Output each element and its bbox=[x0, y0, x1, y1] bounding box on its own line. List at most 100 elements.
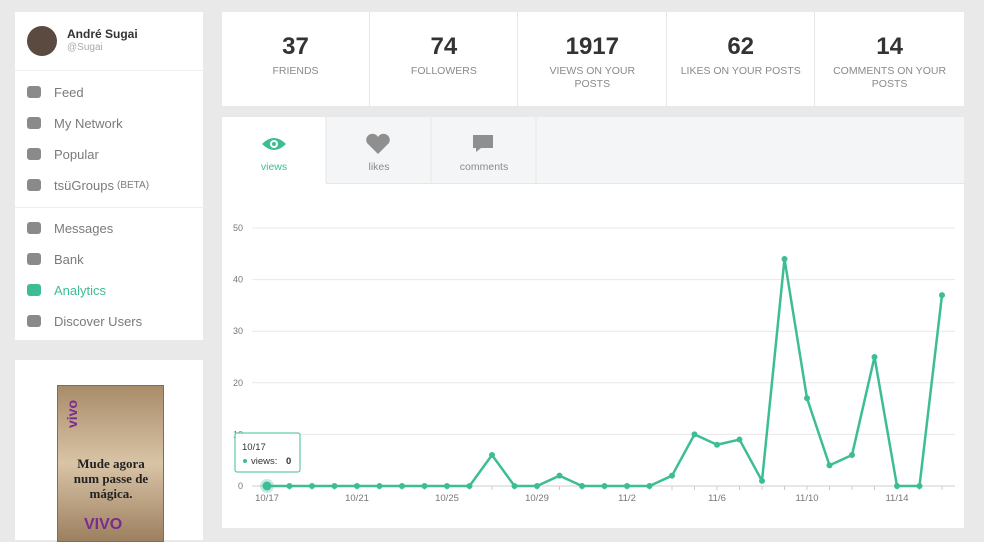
ad-banner[interactable]: vivo Mude agora num passe de mágica. VIV… bbox=[57, 385, 164, 542]
point bbox=[354, 483, 360, 489]
point bbox=[556, 472, 563, 479]
stat[interactable]: 14 COMMENTS ON YOUR POSTS bbox=[816, 12, 964, 106]
nav-label: My Network bbox=[54, 115, 123, 131]
point bbox=[331, 483, 338, 489]
stat-label: FOLLOWERS bbox=[410, 65, 477, 77]
stat[interactable]: 62 LIKES ON YOUR POSTS bbox=[667, 12, 816, 106]
y-tick-label: 30 bbox=[233, 326, 243, 336]
point bbox=[691, 431, 698, 438]
point bbox=[849, 452, 855, 459]
point bbox=[421, 483, 428, 489]
x-tick-label: 10/29 bbox=[525, 493, 549, 504]
point bbox=[871, 354, 878, 360]
y-tick-label: 50 bbox=[233, 223, 243, 233]
stat-value: 62 bbox=[727, 33, 755, 60]
point bbox=[759, 477, 765, 484]
nav-icon bbox=[27, 117, 41, 129]
nav-label: Messages bbox=[54, 220, 114, 236]
point bbox=[376, 483, 383, 489]
nav-item[interactable]: Bank bbox=[27, 249, 84, 269]
x-tick-label: 11/6 bbox=[708, 493, 726, 504]
point bbox=[624, 483, 630, 489]
point bbox=[579, 483, 585, 489]
point bbox=[736, 436, 743, 443]
point bbox=[939, 292, 945, 299]
point bbox=[466, 483, 473, 489]
nav-icon bbox=[27, 222, 41, 234]
point bbox=[262, 481, 272, 491]
tooltip bbox=[234, 432, 301, 473]
point bbox=[916, 483, 923, 489]
nav-label: Discover Users bbox=[54, 313, 143, 329]
nav-item[interactable]: Discover Users bbox=[27, 311, 142, 331]
user-name[interactable]: André Sugai bbox=[67, 27, 138, 41]
nav-icon bbox=[27, 315, 41, 327]
comment-icon bbox=[473, 135, 493, 152]
nav-item[interactable]: Analytics bbox=[27, 280, 106, 300]
stat[interactable]: 1917 VIEWS ON YOUR POSTS bbox=[519, 12, 667, 106]
nav-item[interactable]: tsüGroups (BETA) bbox=[27, 175, 149, 195]
nav-item[interactable]: Messages bbox=[27, 218, 113, 238]
divider bbox=[15, 70, 203, 71]
nav-label: Bank bbox=[54, 251, 84, 267]
nav-label: tsüGroups bbox=[54, 177, 114, 193]
point bbox=[894, 483, 900, 489]
tab-label[interactable]: views bbox=[261, 161, 287, 173]
stat-value: 37 bbox=[282, 33, 309, 60]
point bbox=[286, 483, 293, 489]
active-tab[interactable] bbox=[222, 117, 326, 184]
stat[interactable]: 37 FRIENDS bbox=[222, 12, 370, 106]
point bbox=[646, 483, 653, 489]
nav-item[interactable]: My Network bbox=[27, 113, 123, 133]
point bbox=[601, 483, 608, 489]
point bbox=[511, 483, 518, 489]
x-tick-label: 11/14 bbox=[885, 493, 908, 504]
user-handle: @Sugai bbox=[67, 42, 103, 53]
nav-label: Analytics bbox=[54, 282, 107, 298]
point bbox=[804, 395, 810, 402]
stat-label: COMMENTS ON YOUR POSTS bbox=[833, 65, 947, 90]
y-tick-label: 40 bbox=[233, 275, 243, 285]
line bbox=[267, 257, 944, 488]
heart-icon bbox=[366, 133, 390, 154]
stat-label: LIKES ON YOUR POSTS bbox=[680, 65, 801, 77]
point bbox=[669, 472, 675, 479]
x-tick-label: 10/21 bbox=[345, 493, 369, 504]
x-tick-label: 10/17 bbox=[255, 493, 279, 504]
ad-card: vivo Mude agora num passe de mágica. VIV… bbox=[15, 360, 203, 542]
nav-icon bbox=[27, 179, 41, 191]
nav-item[interactable]: Feed bbox=[27, 82, 84, 102]
point bbox=[309, 483, 315, 489]
point bbox=[534, 483, 540, 489]
nav-label: Popular bbox=[54, 146, 99, 162]
nav-icon bbox=[27, 284, 41, 296]
stat[interactable]: 74 FOLLOWERS bbox=[370, 12, 519, 106]
divider bbox=[15, 207, 203, 208]
avatar[interactable] bbox=[27, 26, 57, 56]
x-tick-label: 11/10 bbox=[795, 493, 818, 504]
ad-logo: VIVO bbox=[84, 516, 123, 533]
point bbox=[444, 483, 450, 489]
nav-label: Feed bbox=[54, 84, 84, 100]
point bbox=[489, 452, 495, 459]
sidebar: André Sugai @Sugai Feed My Network Popular… bbox=[15, 12, 203, 340]
point bbox=[399, 483, 405, 489]
tab-bar bbox=[222, 117, 964, 184]
tooltip-label: views: bbox=[251, 456, 277, 467]
nav-item[interactable]: Popular bbox=[27, 144, 99, 164]
stat-label: FRIENDS bbox=[272, 65, 319, 77]
eye-pupil bbox=[272, 142, 276, 146]
stat-label: VIEWS ON YOUR POSTS bbox=[549, 65, 636, 90]
stats-card: 37 FRIENDS 74 FOLLOWERS 1917 VIEWS ON YOUR PO… bbox=[222, 12, 964, 106]
point bbox=[826, 462, 833, 469]
tab-label[interactable]: comments bbox=[460, 161, 508, 173]
nav-badge: (BETA) bbox=[116, 179, 150, 191]
ad-text: Mude agora num passe de mágica. bbox=[73, 456, 149, 501]
point bbox=[714, 441, 720, 448]
stat-value: 14 bbox=[876, 33, 903, 60]
tab-label[interactable]: likes bbox=[368, 161, 389, 173]
x-tick-label: 10/25 bbox=[435, 493, 459, 504]
y-tick-label: 0 bbox=[238, 481, 243, 491]
